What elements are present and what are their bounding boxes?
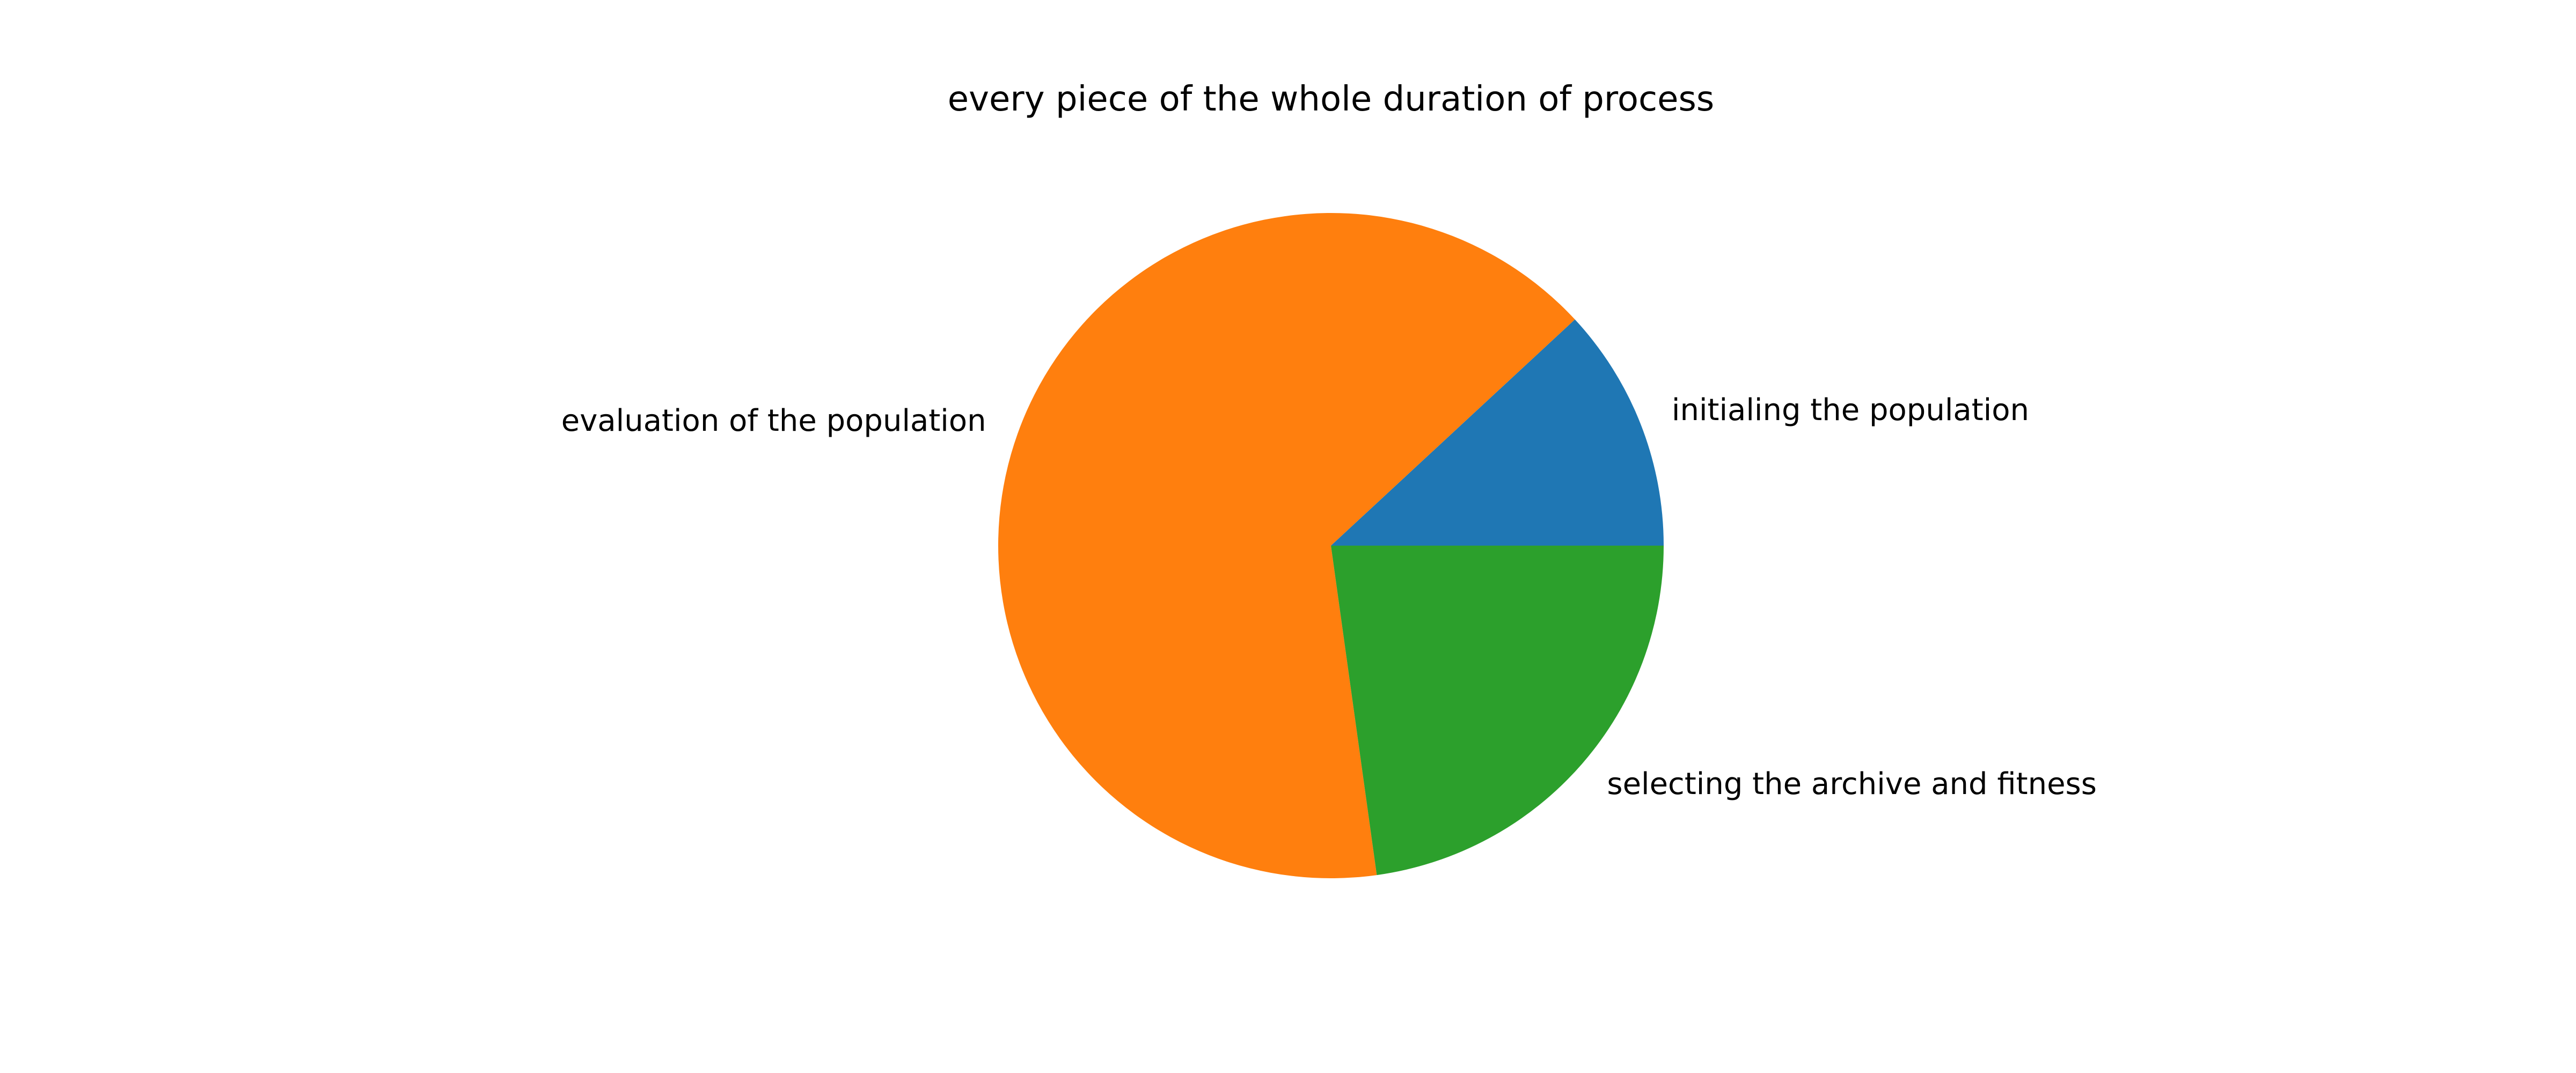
pie-slice-1 bbox=[998, 213, 1575, 879]
pie-slice-label-2: selecting the archive and fitness bbox=[1607, 767, 2097, 802]
pie-slice-label-1: evaluation of the population bbox=[561, 403, 986, 438]
pie-slice-0 bbox=[1331, 319, 1664, 546]
pie-slice-label-0: initialing the population bbox=[1672, 393, 2029, 428]
pie-slice-2 bbox=[1331, 546, 1664, 876]
chart-title: every piece of the whole duration of pro… bbox=[948, 79, 1714, 119]
pie-slices bbox=[998, 213, 1664, 879]
pie-labels: initialing the population evaluation of t… bbox=[561, 393, 2097, 802]
